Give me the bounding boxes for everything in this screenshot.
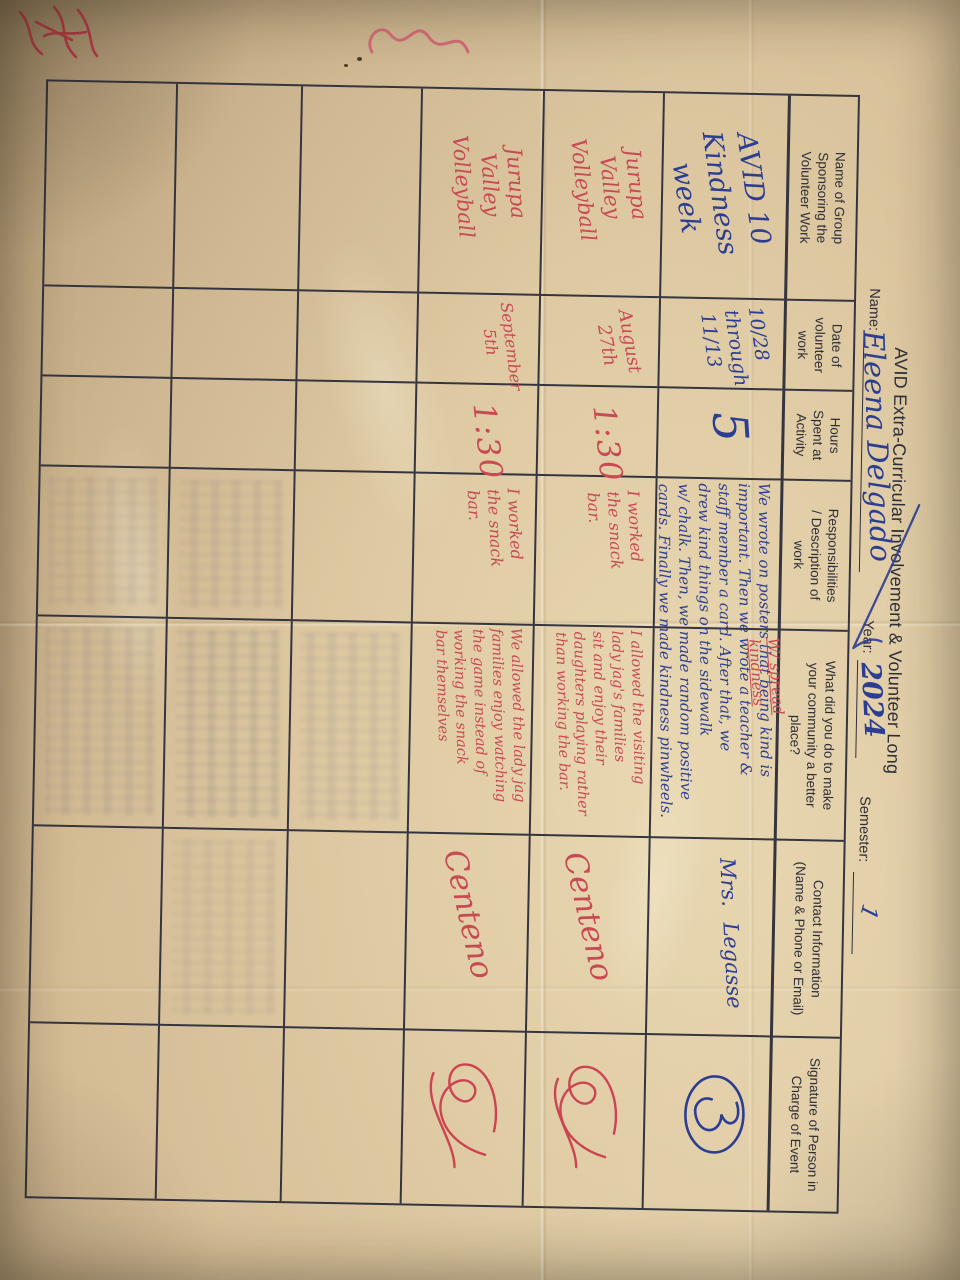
handwriting: 1:30: [465, 401, 510, 483]
handwriting: I worked the snack bar.: [463, 487, 527, 568]
empty-cell: [286, 621, 411, 834]
handwriting: Jurupa Valley Volleyball: [566, 137, 652, 243]
header-cell-group: Name of Group Sponsoring the Volunteer W…: [784, 95, 858, 302]
handwriting-note: W/ spread kindness: [745, 637, 788, 716]
cell-r2-contact: Centeno: [524, 835, 649, 1036]
handwriting: Centeno: [555, 848, 621, 985]
cell-r1-group: AVID 10 Kindness week: [659, 93, 788, 301]
handwriting: 1:30: [585, 403, 630, 485]
cell-r1-contact: Mrs. Legasse: [644, 838, 774, 1038]
handwriting: I worked the snack bar.: [583, 489, 647, 570]
header-cell-contact: Contact Information (Name & Phone or Ema…: [769, 840, 844, 1039]
handwriting: September 5th: [479, 301, 527, 392]
empty-cell: [154, 1025, 283, 1202]
handwriting: August 27th: [593, 307, 646, 375]
header-cell-hours: Hours Spent at Activity: [780, 390, 853, 482]
header-cell-date: Date of volunteer work: [782, 300, 855, 392]
empty-cell: [33, 616, 166, 829]
ink-bleed-ghost: [175, 629, 279, 819]
empty-cell: [282, 831, 407, 1031]
handwriting: 10/28 through 11/13: [696, 305, 774, 388]
cell-r3-group: Jurupa Valley Volleyball: [417, 88, 544, 296]
cell-r1-date: 10/28 through 11/13: [657, 298, 785, 391]
empty-cell: [290, 471, 414, 624]
ink-bleed-ghost: [49, 477, 158, 606]
cell-r1-hours: 5: [655, 388, 783, 481]
empty-cell: [293, 381, 416, 474]
ink-bleed-ghost: [300, 632, 399, 821]
cell-r3-signature: [399, 1030, 525, 1206]
handwriting-paragraph: I allowed the visiting lady jag's famili…: [551, 630, 647, 816]
header-cell-signature: Signature of Person in Charge of Event: [766, 1037, 840, 1212]
cell-r3-contact: Centeno: [402, 833, 529, 1033]
handwriting: Centeno: [435, 846, 501, 983]
empty-cell: [42, 286, 173, 379]
empty-cell: [295, 291, 418, 384]
empty-cell: [37, 466, 169, 619]
semester-label: Semester:: [855, 796, 873, 863]
year-value-handwritten: 2024: [854, 661, 890, 739]
cell-r2-group: Jurupa Valley Volleyball: [539, 90, 663, 299]
cell-r2-hours: 1:30: [535, 385, 658, 484]
empty-cell: [158, 828, 287, 1029]
empty-cell: [30, 826, 162, 1026]
handwriting-paragraph: We allowed the lady jag families enjoy w…: [431, 627, 528, 803]
empty-cell: [27, 1023, 158, 1198]
empty-cell: [297, 86, 422, 294]
ink-bleed-ghost: [179, 479, 283, 609]
header-cell-responsibilities: Responsibilities / Description of work: [777, 480, 851, 632]
empty-cell: [161, 618, 291, 832]
cell-r1-signature: [641, 1035, 770, 1211]
red-scribble-corner-doodle: [18, 5, 99, 59]
cell-r1-responsibilities: We wrote on posters that being kind is i…: [652, 478, 781, 818]
volunteer-log-table: Name of Group Sponsoring the Volunteer W…: [24, 79, 860, 1214]
ink-bleed-ghost: [171, 839, 276, 1016]
empty-cell: [40, 376, 171, 469]
empty-cell: [170, 288, 298, 382]
cell-r3-responsibilities: I worked the snack bar.: [410, 473, 536, 626]
signature-flourish-icon: [429, 1063, 498, 1169]
cell-r3-community: We allowed the lady jag families enjoy w…: [406, 623, 533, 836]
empty-cell: [165, 468, 294, 622]
name-label: Name:: [865, 288, 883, 332]
empty-cell: [279, 1028, 403, 1204]
cell-r2-signature: [521, 1032, 645, 1209]
empty-cell: [168, 378, 296, 472]
pen-flourish-stroke: [852, 504, 921, 650]
signature-monogram-icon: [684, 1075, 745, 1154]
header-cell-community: What did you do to make your community a…: [773, 630, 848, 842]
ink-bleed-ghost: [45, 627, 154, 816]
handwriting: Mrs. Legasse: [715, 857, 747, 1010]
cell-r2-responsibilities: I worked the snack bar.: [532, 475, 656, 629]
pink-squiggle-margin-doodle: [368, 28, 470, 54]
handwriting: AVID 10 Kindness week: [666, 129, 777, 258]
handwriting: 5: [700, 409, 759, 444]
cell-r3-date: September 5th: [415, 293, 540, 392]
cell-r2-community: I allowed the visiting lady jag's famili…: [528, 625, 653, 839]
signature-flourish-icon: [553, 1065, 618, 1169]
cell-r3-hours: 1:30: [413, 383, 538, 482]
empty-cell: [44, 81, 177, 289]
cell-r2-date: August 27th: [537, 295, 660, 389]
handwriting: Jurupa Valley Volleyball: [448, 134, 531, 239]
empty-cell: [172, 83, 302, 292]
